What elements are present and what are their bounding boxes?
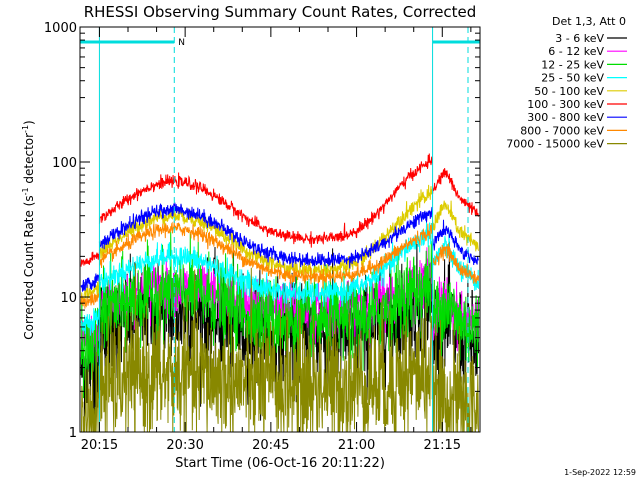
- y-tick-label-0: 1: [69, 426, 77, 441]
- x-tick-label-0: 20:15: [81, 438, 118, 453]
- series-line-5: [80, 153, 479, 267]
- y-tick-label-2: 100: [52, 156, 77, 171]
- plot-frame: [79, 26, 481, 433]
- x-tick-label-1: 20:30: [166, 438, 203, 453]
- axis-layer: 1 10 100 1000 20:15 20:30 20:45 21:00 21:15: [44, 21, 480, 453]
- timestamp: 1-Sep-2022 12:59: [564, 468, 636, 477]
- x-tick-label-4: 21:15: [424, 438, 461, 453]
- x-axis-label: Start Time (06-Oct-16 20:11:22): [175, 456, 385, 471]
- legend-label-7: 800 - 7000 keV: [520, 124, 604, 137]
- x-tick-label-2: 20:45: [252, 438, 289, 453]
- legend-label-4: 50 - 100 keV: [534, 85, 604, 98]
- y-tick-label-1: 10: [60, 291, 77, 306]
- x-tick-label-3: 21:00: [338, 438, 375, 453]
- y-axis-label: Corrected Count Rate (s-1 detector-1): [21, 120, 36, 339]
- y-tick-label-3: 1000: [44, 21, 77, 36]
- legend-label-1: 6 - 12 keV: [548, 45, 604, 58]
- data-layer: [80, 153, 479, 433]
- legend-label-0: 3 - 6 keV: [555, 32, 604, 45]
- series-line-7: [80, 221, 479, 309]
- legend-header: Det 1,3, Att 0: [552, 15, 626, 28]
- chart-title: RHESSI Observing Summary Count Rates, Co…: [84, 3, 477, 21]
- legend-label-8: 7000 - 15000 keV: [506, 138, 604, 151]
- night-annotation-label: N: [178, 38, 185, 48]
- legend-label-6: 300 - 800 keV: [527, 111, 604, 124]
- legend-label-5: 100 - 300 keV: [527, 98, 604, 111]
- series-line-6: [80, 202, 479, 292]
- legend-label-3: 25 - 50 keV: [541, 72, 604, 85]
- overlay-layer: N: [80, 27, 480, 432]
- legend-label-2: 12 - 25 keV: [541, 58, 604, 71]
